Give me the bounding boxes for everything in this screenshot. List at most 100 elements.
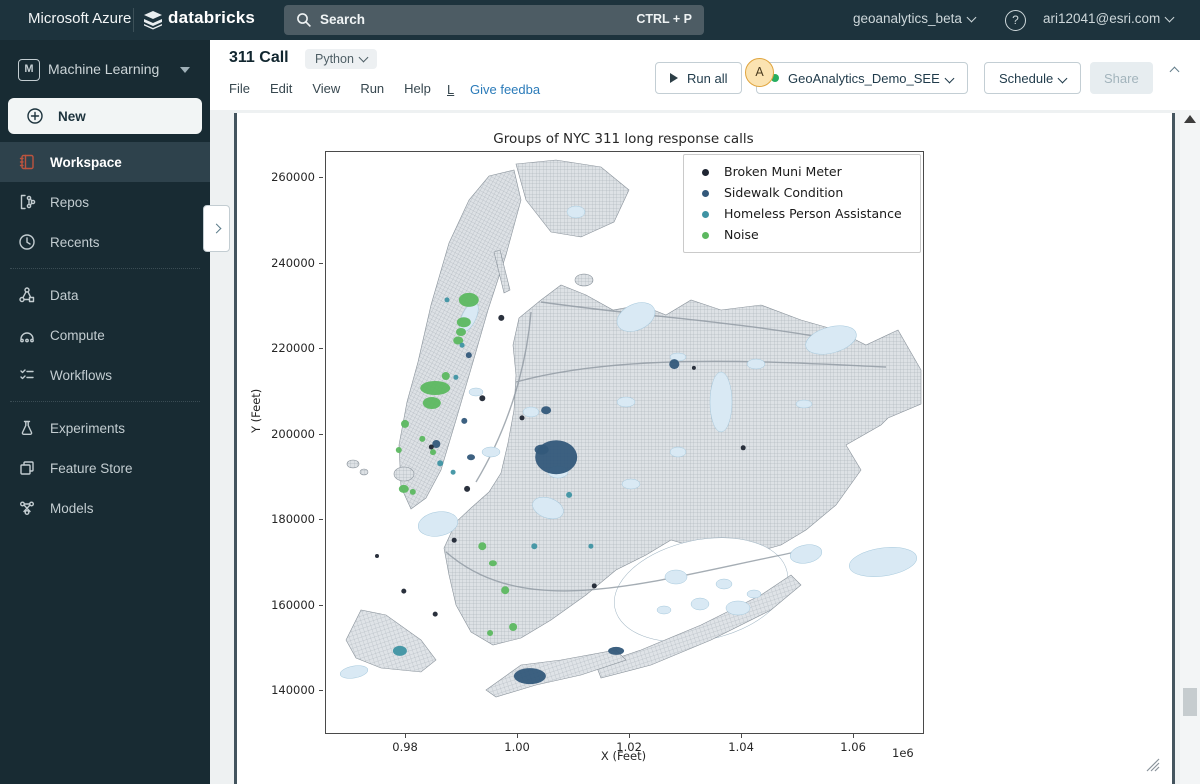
legend-marker — [702, 232, 709, 239]
flask-icon — [18, 419, 36, 437]
menu-view[interactable]: View — [312, 81, 341, 96]
menu-edit[interactable]: Edit — [269, 81, 293, 96]
scatter-cluster-noise — [430, 449, 436, 456]
scatter-cluster-sidewalk-condition — [513, 668, 546, 685]
scatter-cluster-noise — [458, 292, 479, 307]
sidebar-item-label: Feature Store — [50, 460, 133, 476]
sidebar-item-data[interactable]: Data — [0, 275, 210, 315]
menu-file[interactable]: File — [229, 81, 250, 96]
menu-run[interactable]: Run — [360, 81, 385, 96]
workspace-selector[interactable]: geoanalytics_beta — [853, 11, 977, 26]
x-tick-mark — [405, 734, 407, 738]
y-tick-mark — [319, 262, 323, 264]
scatter-cluster-noise — [395, 447, 402, 453]
models-icon — [18, 499, 36, 517]
sidebar-item-new[interactable]: New — [8, 98, 202, 134]
sidebar-item-workspace[interactable]: Workspace — [0, 142, 210, 182]
menu-help[interactable]: Help — [404, 81, 431, 96]
x-tick-label: 1.00 — [504, 740, 530, 754]
give-feedback-link[interactable]: Give feedba — [470, 82, 541, 97]
sidebar-item-workflows[interactable]: Workflows — [0, 355, 210, 395]
scroll-up-arrow-icon[interactable] — [1184, 115, 1196, 123]
share-button[interactable]: Share — [1090, 62, 1153, 94]
scatter-cluster-sidewalk-condition — [465, 352, 472, 359]
machine-learning-badge-icon: M — [18, 59, 40, 81]
cluster-selector[interactable]: GeoAnalytics_Demo_SEE — [756, 62, 968, 94]
sidebar-item-compute[interactable]: Compute — [0, 315, 210, 355]
sidebar-item-models[interactable]: Models — [0, 488, 210, 528]
chevron-down-icon — [966, 12, 977, 23]
scatter-cluster-homeless-person-assistance — [453, 374, 459, 380]
x-tick-mark — [741, 734, 743, 738]
scatter-cluster-homeless-person-assistance — [444, 297, 450, 303]
chevron-down-icon — [358, 52, 369, 63]
scatter-cluster-noise — [409, 488, 416, 495]
x-tick-mark — [853, 734, 855, 738]
y-axis-label: Y (Feet) — [249, 388, 263, 433]
legend-item: Broken Muni Meter — [684, 162, 920, 183]
compute-icon — [18, 326, 36, 344]
sidebar-item-label: Experiments — [50, 420, 126, 436]
scatter-cluster-noise — [488, 560, 497, 567]
scrollbar[interactable] — [1180, 110, 1200, 784]
scatter-points — [375, 292, 746, 685]
user-menu[interactable]: ari12041@esri.com — [1043, 11, 1175, 26]
x-tick-mark — [517, 734, 519, 738]
matplotlib-figure: Groups of NYC 311 long response calls Y … — [237, 113, 1172, 784]
y-tick-label: 240000 — [271, 255, 315, 270]
scatter-cluster-noise — [441, 372, 450, 380]
databricks-brand-text: databricks — [168, 8, 256, 27]
nyc-basemap — [339, 159, 922, 698]
sidebar-item-feature-store[interactable]: Feature Store — [0, 448, 210, 488]
y-tick-label: 260000 — [271, 170, 315, 185]
sidebar-item-recents[interactable]: Recents — [0, 222, 210, 262]
sidebar-item-label: Models — [50, 500, 94, 516]
persona-switcher[interactable]: M Machine Learning — [0, 48, 210, 92]
scatter-cluster-broken-muni-meter — [464, 485, 471, 492]
scatter-cluster-broken-muni-meter — [740, 445, 746, 451]
workflows-icon — [18, 366, 36, 384]
scrollbar-thumb[interactable] — [1183, 688, 1197, 716]
collapse-header-icon[interactable] — [1169, 66, 1180, 77]
top-bar: Microsoft Azure databricks Search CTRL +… — [0, 0, 1200, 40]
scatter-cluster-noise — [422, 397, 441, 409]
notebook-content: Groups of NYC 311 long response calls Y … — [210, 110, 1200, 784]
help-icon[interactable]: ? — [1005, 10, 1026, 31]
scatter-cluster-sidewalk-condition — [669, 359, 680, 370]
search-input[interactable]: Search CTRL + P — [284, 5, 704, 35]
expand-panel-button[interactable] — [203, 205, 230, 252]
scatter-cluster-noise — [456, 328, 466, 336]
scatter-cluster-sidewalk-condition — [608, 646, 625, 655]
scatter-cluster-broken-muni-meter — [428, 444, 434, 450]
data-icon — [18, 286, 36, 304]
legend-marker — [702, 211, 709, 218]
output-resize-handle[interactable] — [1145, 757, 1161, 773]
y-tick-label: 200000 — [271, 426, 315, 441]
chevron-down-icon — [1164, 12, 1175, 23]
clock-icon — [18, 233, 36, 251]
legend-label: Homeless Person Assistance — [724, 206, 902, 221]
sidebar-item-repos[interactable]: Repos — [0, 182, 210, 222]
run-all-button[interactable]: Run all — [655, 62, 743, 94]
scatter-cluster-sidewalk-condition — [541, 406, 552, 415]
language-selector[interactable]: Python — [305, 49, 377, 69]
x-tick-mark — [629, 734, 631, 738]
schedule-button[interactable]: Schedule — [984, 62, 1082, 94]
avatar[interactable]: A — [745, 58, 774, 87]
scatter-cluster-broken-muni-meter — [479, 395, 486, 402]
y-tick-label: 220000 — [271, 341, 315, 356]
sidebar-item-experiments[interactable]: Experiments — [0, 408, 210, 448]
truncated-link[interactable]: L — [447, 82, 455, 97]
sidebar-item-label: Repos — [50, 194, 90, 210]
scatter-cluster-broken-muni-meter — [498, 314, 505, 321]
sidebar-item-label: Workspace — [50, 154, 122, 170]
scatter-cluster-noise — [420, 381, 451, 395]
x-axis-label: X (Feet) — [600, 749, 647, 763]
notebook-cell-output[interactable]: Groups of NYC 311 long response calls Y … — [234, 113, 1175, 784]
scatter-cluster-homeless-person-assistance — [531, 543, 538, 550]
legend-item: Sidewalk Condition — [684, 183, 920, 204]
scatter-cluster-broken-muni-meter — [451, 537, 457, 543]
y-tick-mark — [319, 177, 323, 179]
sidebar-item-label: Workflows — [50, 367, 113, 383]
search-icon — [297, 13, 311, 27]
